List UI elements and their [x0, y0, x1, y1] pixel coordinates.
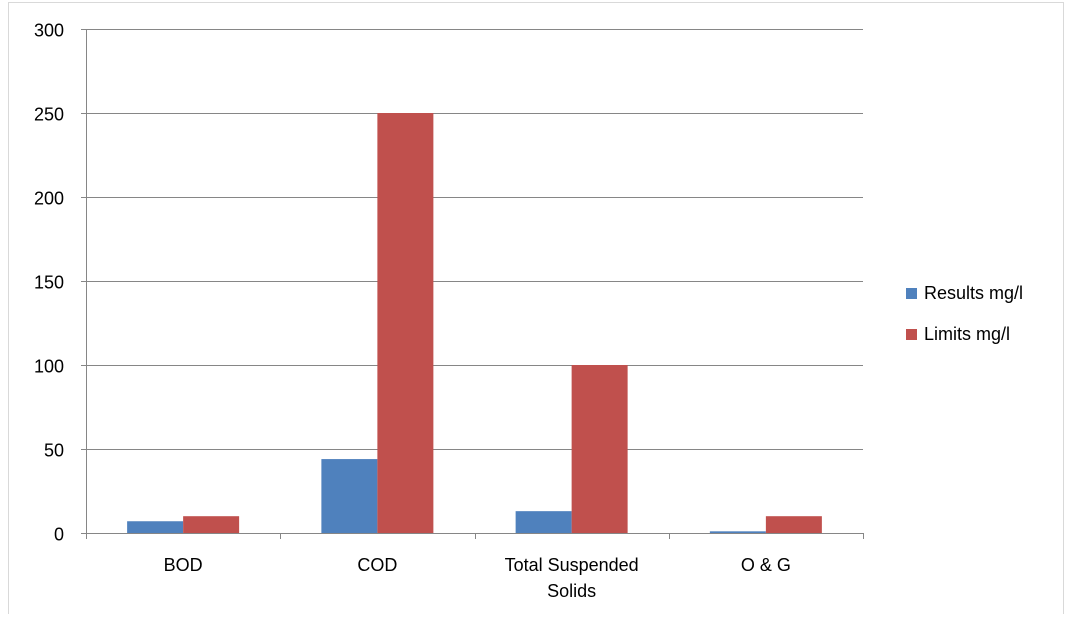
- axes: [81, 29, 864, 539]
- chart-frame: [8, 2, 1064, 614]
- x-tick-label: Total Suspended Solids: [505, 555, 639, 601]
- legend-swatch-limits: [906, 328, 917, 340]
- bar-results: [709, 531, 766, 533]
- legend-label-results: Results mg/l: [924, 282, 1024, 303]
- bar-results: [127, 521, 184, 533]
- y-tick-label: 100: [34, 357, 64, 377]
- x-tick-label: COD: [357, 555, 397, 575]
- bar-limits: [377, 113, 434, 533]
- bar-limits: [183, 516, 240, 533]
- gridlines: [86, 29, 863, 450]
- y-tick-labels: 0 50 100 150 200 250 300: [34, 21, 64, 545]
- bar-limits: [765, 516, 822, 533]
- bar-limits: [571, 365, 628, 533]
- y-tick-label: 200: [34, 189, 64, 209]
- x-tick-labels: BOD COD Total Suspended Solids O & G: [164, 555, 791, 601]
- x-tick-label: O & G: [741, 555, 791, 575]
- y-tick-label: 150: [34, 273, 64, 293]
- bars: [127, 113, 822, 533]
- y-tick-label: 300: [34, 21, 64, 41]
- legend: Results mg/l Limits mg/l: [906, 282, 1023, 364]
- bar-results: [515, 511, 572, 533]
- legend-item-limits: Limits mg/l: [906, 323, 1023, 345]
- y-tick-label: 250: [34, 105, 64, 125]
- y-tick-label: 0: [54, 525, 64, 545]
- y-tick-label: 50: [44, 441, 64, 461]
- legend-item-results: Results mg/l: [906, 282, 1023, 304]
- legend-label-limits: Limits mg/l: [924, 323, 1011, 344]
- legend-swatch-results: [906, 287, 917, 299]
- x-tick-label: BOD: [164, 555, 203, 575]
- bar-results: [321, 459, 378, 533]
